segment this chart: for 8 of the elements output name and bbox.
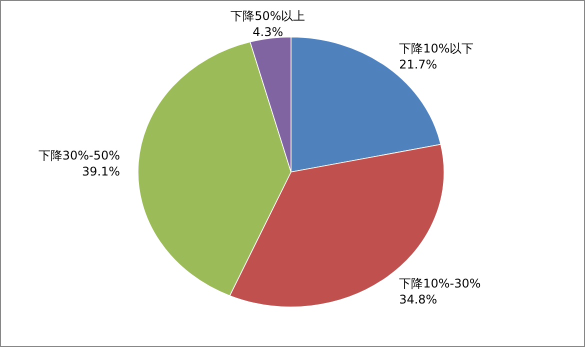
slice-label: 下降10%以下 — [399, 42, 474, 56]
data-label: 21.7% — [399, 58, 438, 72]
slice-label: 下降10%-30% — [399, 276, 481, 290]
slice-label: 下降50%以上 — [230, 9, 306, 24]
data-label: 39.1% — [82, 164, 120, 178]
data-label: 34.8% — [399, 292, 438, 306]
data-label: 4.3% — [252, 25, 284, 40]
slice-label: 下降30%-50% — [38, 148, 120, 162]
